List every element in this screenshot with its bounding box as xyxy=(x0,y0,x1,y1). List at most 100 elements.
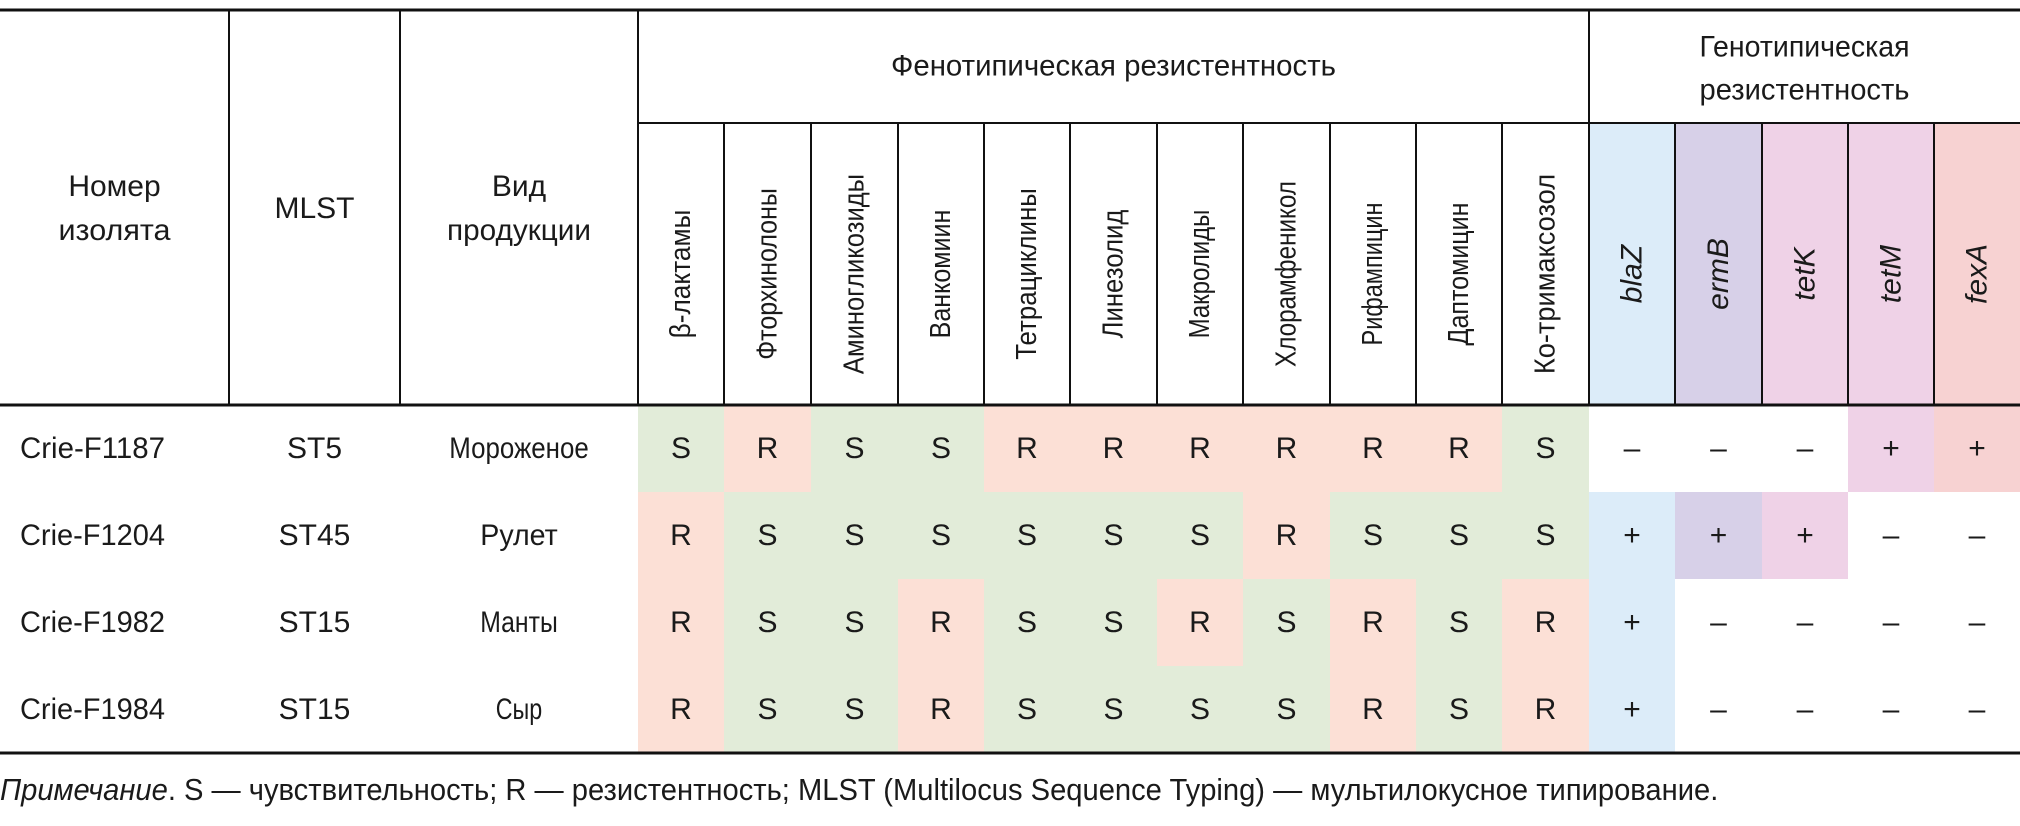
phenotype-value: R xyxy=(1103,432,1125,465)
genotype-value: – xyxy=(1883,519,1900,552)
phenotype-value: S xyxy=(1276,693,1296,726)
phenotype-cell-bg xyxy=(724,579,811,666)
phenotype-value: R xyxy=(1189,606,1211,639)
phenotype-value: R xyxy=(1362,693,1384,726)
product-header: Вид xyxy=(492,170,546,203)
genotype-value: – xyxy=(1969,519,1986,552)
genotypic-column-header: tetM xyxy=(1875,245,1908,303)
genotype-value: + xyxy=(1623,519,1641,552)
phenotype-cell-bg xyxy=(638,405,724,492)
isolate-header: Номер xyxy=(68,170,160,203)
phenotype-cell-bg xyxy=(811,405,898,492)
phenotype-value: S xyxy=(1103,606,1123,639)
phenotype-value: R xyxy=(670,606,692,639)
isolate-cell: Crie-F1187 xyxy=(20,432,165,465)
genotypic-column-header: tetK xyxy=(1789,245,1822,300)
genotype-cell-bg xyxy=(1589,492,1675,579)
phenotype-cell-bg xyxy=(898,405,984,492)
genotype-value: – xyxy=(1969,606,1986,639)
genotype-value: – xyxy=(1883,693,1900,726)
mlst-cell: ST5 xyxy=(287,432,342,465)
phenotype-cell-bg xyxy=(898,579,984,666)
gene-header-bg xyxy=(1762,123,1848,405)
phenotype-cell-bg xyxy=(1243,666,1330,753)
phenotype-cell-bg xyxy=(1330,492,1416,579)
phenotype-cell-bg xyxy=(1330,405,1416,492)
mlst-header: MLST xyxy=(274,192,354,225)
genotype-value: – xyxy=(1797,693,1814,726)
product-cell: Сыр xyxy=(496,693,543,726)
phenotype-cell-bg xyxy=(1416,492,1502,579)
phenotype-value: S xyxy=(931,432,951,465)
phenotypic-column-header: Тетрациклины xyxy=(1011,188,1043,360)
gene-header-bg xyxy=(1934,123,2020,405)
phenotype-cell-bg xyxy=(1070,666,1157,753)
isolate-header: изолята xyxy=(59,214,171,247)
phenotype-value: R xyxy=(1362,606,1384,639)
phenotype-value: S xyxy=(1535,519,1555,552)
phenotype-cell-bg xyxy=(898,666,984,753)
phenotype-cell-bg xyxy=(1502,405,1589,492)
phenotype-value: S xyxy=(757,693,777,726)
genotype-cell-bg xyxy=(1848,405,1934,492)
phenotype-cell-bg xyxy=(1243,579,1330,666)
phenotype-value: S xyxy=(1190,519,1210,552)
phenotype-value: S xyxy=(1190,693,1210,726)
genotypic-column-header: blaZ xyxy=(1616,243,1649,303)
phenotype-cell-bg xyxy=(984,579,1070,666)
phenotype-cell-bg xyxy=(1416,405,1502,492)
note-text: . S — чувствительность; R — резистентнос… xyxy=(167,772,1719,807)
phenotype-value: R xyxy=(1535,693,1557,726)
phenotype-value: R xyxy=(1535,606,1557,639)
genotype-cell-bg xyxy=(1762,492,1848,579)
note-label: Примечание xyxy=(0,772,168,807)
genotype-cell-bg xyxy=(1589,579,1675,666)
phenotype-cell-bg xyxy=(1243,492,1330,579)
genotype-value: + xyxy=(1623,606,1641,639)
genotype-value: + xyxy=(1968,432,1986,465)
phenotype-value: S xyxy=(1363,519,1383,552)
genotype-value: – xyxy=(1797,432,1814,465)
product-cell: Рулет xyxy=(480,519,558,552)
phenotype-value: S xyxy=(1017,519,1037,552)
phenotype-value: S xyxy=(757,519,777,552)
phenotype-value: R xyxy=(1276,519,1298,552)
phenotype-value: S xyxy=(1017,606,1037,639)
phenotype-cell-bg xyxy=(1157,405,1243,492)
isolate-cell: Crie-F1204 xyxy=(20,519,165,552)
phenotypic-column-header: Макролиды xyxy=(1184,210,1216,339)
phenotype-value: S xyxy=(1449,606,1469,639)
mlst-cell: ST15 xyxy=(279,693,351,726)
genotypic-column-header: fexA xyxy=(1961,244,1994,304)
phenotype-cell-bg xyxy=(638,492,724,579)
genotype-value: + xyxy=(1623,693,1641,726)
phenotype-value: S xyxy=(757,606,777,639)
phenotype-cell-bg xyxy=(1330,579,1416,666)
genotype-value: – xyxy=(1710,606,1727,639)
genotype-value: – xyxy=(1710,693,1727,726)
phenotype-cell-bg xyxy=(984,492,1070,579)
gene-header-bg xyxy=(1589,123,1675,405)
phenotypic-column-header: Фторхинолоны xyxy=(752,188,784,360)
gene-header-bg xyxy=(1848,123,1934,405)
phenotype-value: R xyxy=(1362,432,1384,465)
phenotype-cell-bg xyxy=(811,579,898,666)
phenotype-cell-bg xyxy=(724,666,811,753)
phenotype-value: S xyxy=(1276,606,1296,639)
phenotype-cell-bg xyxy=(1502,579,1589,666)
phenotype-value: S xyxy=(1535,432,1555,465)
genotype-value: + xyxy=(1882,432,1900,465)
phenotype-cell-bg xyxy=(1070,405,1157,492)
genotype-value: – xyxy=(1624,432,1641,465)
phenotype-value: S xyxy=(1017,693,1037,726)
phenotype-value: S xyxy=(1449,519,1469,552)
genotype-value: – xyxy=(1883,606,1900,639)
mlst-cell: ST15 xyxy=(279,606,351,639)
phenotype-cell-bg xyxy=(1157,492,1243,579)
phenotypic-group-header: Фенотипическая резистентность xyxy=(891,50,1336,83)
genotypic-column-header: ermB xyxy=(1702,238,1735,310)
phenotype-value: S xyxy=(671,432,691,465)
phenotypic-column-header: β-лактамы xyxy=(665,210,697,339)
